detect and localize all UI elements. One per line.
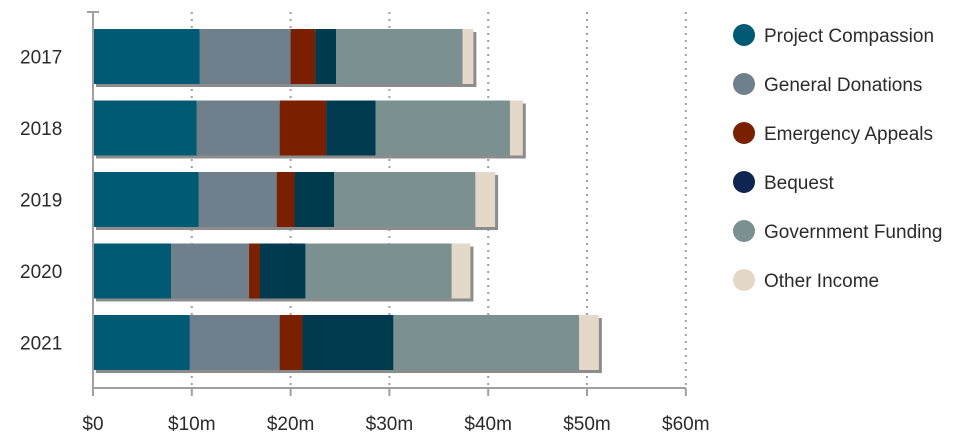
bar-segment — [279, 100, 327, 156]
bar-segment — [93, 29, 200, 84]
bar-segment — [198, 172, 277, 227]
bar-segment — [199, 29, 291, 84]
x-tick-label: $10m — [168, 414, 216, 435]
axis-layer: $0 $10m $20m $30m $40m $50m $60m 2017 2018 2019 20… — [20, 11, 710, 435]
y-tick-label: 2021 — [20, 334, 62, 355]
y-tick-label: 2017 — [20, 48, 62, 69]
bar-segment — [305, 243, 452, 299]
y-tick-label: 2020 — [20, 262, 62, 283]
bar-segment — [451, 243, 471, 299]
bar-segment — [196, 100, 280, 156]
bar-segment — [171, 243, 250, 299]
bar-segment — [462, 29, 474, 84]
bar-segment — [393, 315, 580, 370]
bar-segment — [279, 315, 303, 370]
bar-segment — [290, 29, 316, 84]
x-tick-label: $30m — [366, 414, 414, 435]
legend-label: Government Funding — [764, 222, 943, 243]
bar-segment — [249, 243, 260, 299]
bar-layer — [93, 29, 602, 373]
bar-segment — [93, 172, 199, 227]
legend-swatch — [733, 73, 755, 95]
y-tick-label: 2018 — [20, 119, 62, 140]
bar-segment — [93, 100, 197, 156]
bar-segment — [336, 29, 463, 84]
x-tick-label: $60m — [662, 414, 710, 435]
legend-label: Project Compassion — [764, 26, 934, 47]
bar-segment — [326, 100, 376, 156]
legend-swatch — [733, 220, 755, 242]
bar-segment — [375, 100, 510, 156]
legend: Project Compassion General Donations Emerg… — [733, 24, 943, 292]
legend-label: Other Income — [764, 271, 879, 292]
x-tick-label: $40m — [464, 414, 512, 435]
x-tick-label: $50m — [563, 414, 611, 435]
legend-label: Emergency Appeals — [764, 124, 933, 145]
legend-swatch — [733, 24, 755, 46]
bar-segment — [93, 243, 172, 299]
legend-swatch — [733, 269, 755, 291]
bar-segment — [334, 172, 476, 227]
bar-segment — [294, 172, 335, 227]
bar-segment — [315, 29, 337, 84]
x-tick-label: $20m — [267, 414, 315, 435]
legend-label: Bequest — [764, 173, 834, 194]
bar-segment — [259, 243, 306, 299]
bar-segment — [93, 315, 190, 370]
bar-segment — [302, 315, 394, 370]
x-tick-label: $0 — [82, 414, 103, 435]
y-tick-label: 2019 — [20, 191, 62, 212]
legend-label: General Donations — [764, 75, 922, 96]
legend-swatch — [733, 122, 755, 144]
bar-segment — [579, 315, 599, 370]
legend-swatch — [733, 171, 755, 193]
bar-segment — [475, 172, 496, 227]
bar-segment — [189, 315, 280, 370]
bar-segment — [509, 100, 523, 156]
bar-segment — [276, 172, 295, 227]
